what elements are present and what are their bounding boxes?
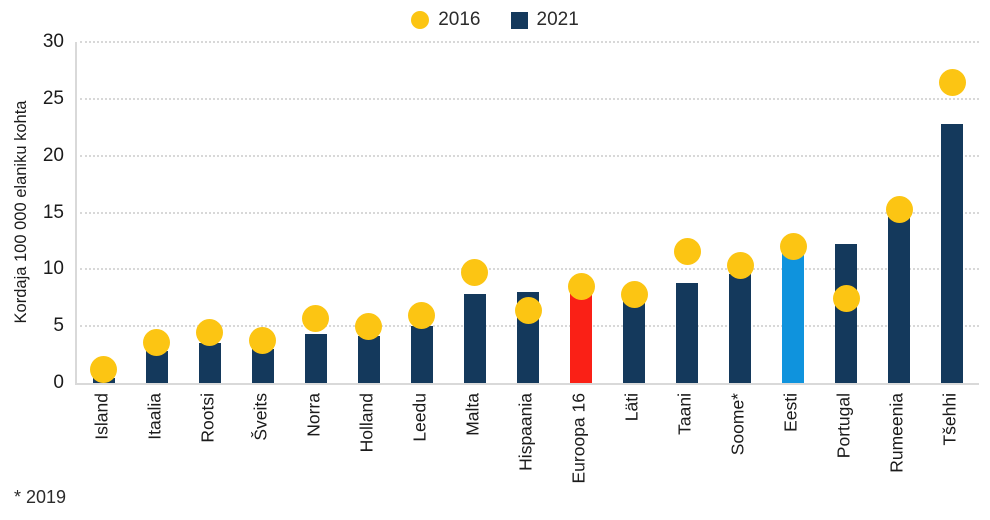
x-axis-labels: Island Itaalia Rootsi Šveits Norra Holland Lee… [75,393,977,493]
dot-2016-norra [302,304,330,332]
x-label-itaalia: Itaalia [144,393,165,440]
dot-2016-leedu [408,302,436,330]
x-label-rumeenia: Rumeenia [886,393,907,473]
dot-2016-malta [461,259,489,287]
y-tick-15: 15 [42,201,64,223]
dot-2016-soome- [726,252,754,280]
x-label-l-ti: Läti [621,393,642,422]
dot-2016-t-ehhi [938,69,966,97]
bar-2021-malta [463,294,486,383]
x-label--veits: Šveits [250,393,271,441]
gridline-15 [80,211,979,214]
bar-2021-l-ti [623,300,646,383]
y-tick-20: 20 [42,144,64,166]
legend-item-2021: 2021 [510,9,579,31]
x-label-t-ehhi: Tšehhi [939,393,960,446]
dot-2016-rumeenia [885,195,913,223]
dot-2016-itaalia [143,328,171,356]
dot-2016-rootsi [196,319,224,347]
y-tick-25: 25 [42,87,64,109]
legend-label-2016: 2016 [438,9,481,30]
dot-2016-taani [673,237,701,265]
bar-2021-holland [357,336,380,383]
bar-2021-rumeenia [888,217,911,383]
y-tick-10: 10 [42,258,64,280]
y-axis-ticks: 0 5 10 15 20 25 30 [0,32,64,393]
dot-2016-eesti [779,233,807,261]
bar-2021-norra [304,334,327,383]
bar-2021-itaalia [145,351,168,383]
bar-2021-t-ehhi [941,123,964,383]
gridline-25 [80,97,979,100]
gridline-20 [80,154,979,157]
dot-2016-holland [355,312,383,340]
x-label-eesti: Eesti [780,393,801,432]
bar-2021--veits [251,348,274,383]
x-label-holland: Holland [356,393,377,453]
bar-2021-leedu [410,326,433,383]
x-label-euroopa-16: Euroopa 16 [568,393,589,484]
x-label-soome-: Soome* [727,393,748,456]
legend-circle-icon [411,11,430,29]
dot-2016-l-ti [620,280,648,308]
legend-square-icon [510,11,528,29]
chart-legend: 2016 2021 [0,6,990,34]
y-tick-30: 30 [42,31,64,52]
x-label-rootsi: Rootsi [197,393,218,443]
dot-2016--veits [249,327,277,355]
y-tick-0: 0 [53,372,64,393]
plot-area [75,41,979,385]
bar-2021-soome- [729,273,752,383]
legend-item-2016: 2016 [411,9,481,31]
legend-label-2021: 2021 [536,9,579,30]
y-tick-5: 5 [53,315,64,337]
bar-2021-portugal [835,244,858,383]
x-label-portugal: Portugal [833,393,854,459]
x-label-leedu: Leedu [409,393,430,442]
dot-2016-hispaania [514,296,542,324]
bar-2021-eesti [782,253,805,383]
dot-2016-island [90,355,118,383]
dot-2016-portugal [832,285,860,313]
gridline-30 [80,41,979,43]
x-label-malta: Malta [462,393,483,436]
gridline-10 [80,268,979,271]
x-label-island: Island [91,393,112,440]
bar-2021-taani [676,282,699,383]
x-label-hispaania: Hispaania [515,393,536,471]
x-label-norra: Norra [303,393,324,437]
bar-2021-euroopa-16 [570,293,593,383]
bar-2021-rootsi [198,343,221,383]
footnote: * 2019 [14,487,67,507]
dot-2016-euroopa-16 [567,272,595,300]
x-label-taani: Taani [674,393,695,435]
